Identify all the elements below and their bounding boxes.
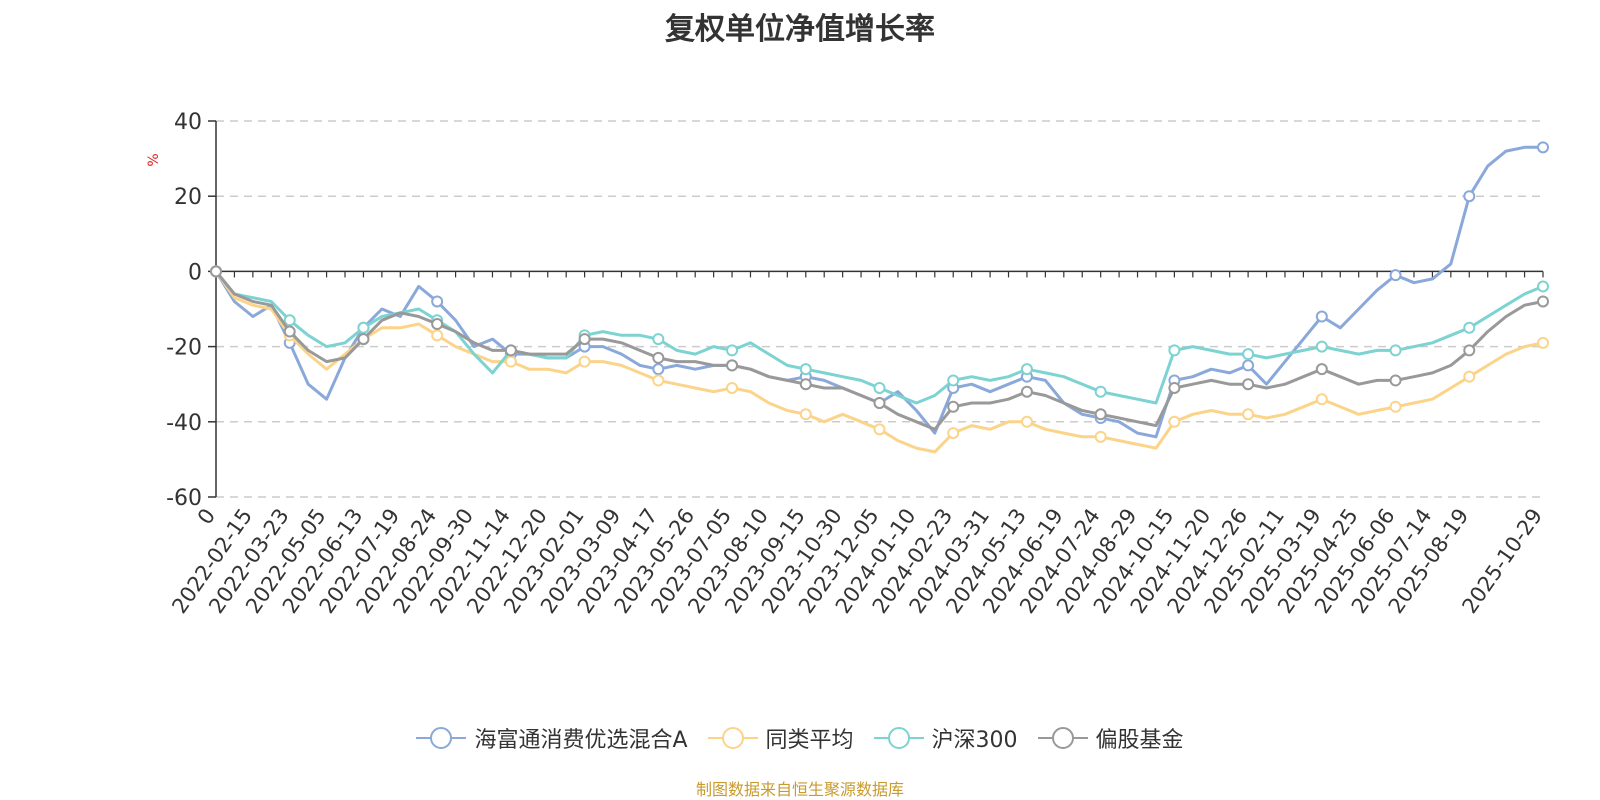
series-point-0 xyxy=(431,295,444,308)
series-point-3 xyxy=(1463,344,1476,357)
legend-item-0[interactable]: 海富通消费优选混合A xyxy=(416,722,688,754)
series-point-1 xyxy=(1020,415,1033,428)
series-point-2 xyxy=(726,344,739,357)
series-point-2 xyxy=(1389,344,1402,357)
series-point-1 xyxy=(1537,336,1549,349)
series-point-3 xyxy=(1020,385,1033,398)
series-point-2 xyxy=(1168,344,1181,357)
series-point-3 xyxy=(799,378,812,391)
legend-swatch-icon xyxy=(707,727,758,749)
legend-label: 同类平均 xyxy=(765,728,854,753)
series-point-2 xyxy=(1094,385,1107,398)
series-point-0 xyxy=(1463,190,1476,203)
y-tick-label: -20 xyxy=(166,336,202,361)
x-tick-label: 0 xyxy=(193,504,220,529)
series-point-3 xyxy=(431,318,444,331)
legend-label: 偏股基金 xyxy=(1095,728,1184,753)
series-point-3 xyxy=(1094,408,1107,421)
legend-label: 沪深300 xyxy=(931,728,1018,753)
legend-item-1[interactable]: 同类平均 xyxy=(707,722,854,754)
series-point-2 xyxy=(947,374,960,387)
series-point-2 xyxy=(1537,280,1549,293)
series-point-1 xyxy=(1389,400,1402,413)
series-point-1 xyxy=(1242,408,1255,421)
legend-label: 海富通消费优选混合A xyxy=(474,728,688,753)
series-point-1 xyxy=(799,408,812,421)
series-point-1 xyxy=(652,374,665,387)
legend-swatch-icon xyxy=(1037,727,1088,749)
series-point-1 xyxy=(726,381,739,394)
y-tick-label: 20 xyxy=(174,185,202,210)
legend-swatch-icon xyxy=(873,727,924,749)
series-point-1 xyxy=(1315,393,1328,406)
series-point-0 xyxy=(1389,269,1402,282)
y-axis-unit-label: % xyxy=(146,153,162,166)
series-point-1 xyxy=(431,329,444,342)
series-point-2 xyxy=(1242,348,1255,361)
series-point-0 xyxy=(1537,141,1549,154)
series-point-3 xyxy=(1537,295,1549,308)
series-point-2 xyxy=(1463,321,1476,334)
legend-item-2[interactable]: 沪深300 xyxy=(873,722,1018,754)
series-point-0 xyxy=(1242,359,1255,372)
series-point-1 xyxy=(1094,430,1107,443)
series-point-1 xyxy=(873,423,886,436)
series-point-3 xyxy=(726,359,739,372)
y-tick-label: -60 xyxy=(166,486,202,511)
chart-legend: 海富通消费优选混合A 同类平均 沪深300 偏股基金 xyxy=(0,722,1600,754)
series-point-0 xyxy=(652,363,665,376)
series-point-2 xyxy=(1020,363,1033,376)
series-point-2 xyxy=(652,333,665,346)
series-point-3 xyxy=(1242,378,1255,391)
chart-title: 复权单位净值增长率 xyxy=(665,12,935,47)
series-point-3 xyxy=(578,333,591,346)
series-point-1 xyxy=(504,355,517,368)
series-point-3 xyxy=(1315,363,1328,376)
series-point-1 xyxy=(1463,370,1476,383)
series-point-1 xyxy=(578,355,591,368)
series-point-3 xyxy=(873,397,886,409)
series-point-3 xyxy=(652,351,665,364)
series-point-1 xyxy=(947,427,960,440)
data-source-note: 制图数据来自恒生聚源数据库 xyxy=(695,780,904,799)
series-point-3 xyxy=(947,400,960,413)
series-point-3 xyxy=(1389,374,1402,387)
series-point-2 xyxy=(1315,340,1328,353)
series-point-3 xyxy=(210,265,222,278)
series-point-3 xyxy=(504,344,517,357)
series-point-2 xyxy=(283,314,296,327)
series-point-2 xyxy=(799,363,812,376)
series-point-0 xyxy=(1315,310,1328,323)
series-point-3 xyxy=(1168,381,1181,394)
legend-swatch-icon xyxy=(416,727,467,749)
y-tick-label: 40 xyxy=(174,110,202,135)
legend-item-3[interactable]: 偏股基金 xyxy=(1037,722,1184,754)
y-tick-label: -40 xyxy=(166,411,202,436)
series-point-3 xyxy=(283,325,296,338)
series-point-1 xyxy=(1168,415,1181,428)
y-tick-label: 0 xyxy=(188,260,202,285)
series-point-3 xyxy=(357,333,370,346)
series-point-2 xyxy=(357,321,370,334)
series-point-2 xyxy=(873,381,886,394)
